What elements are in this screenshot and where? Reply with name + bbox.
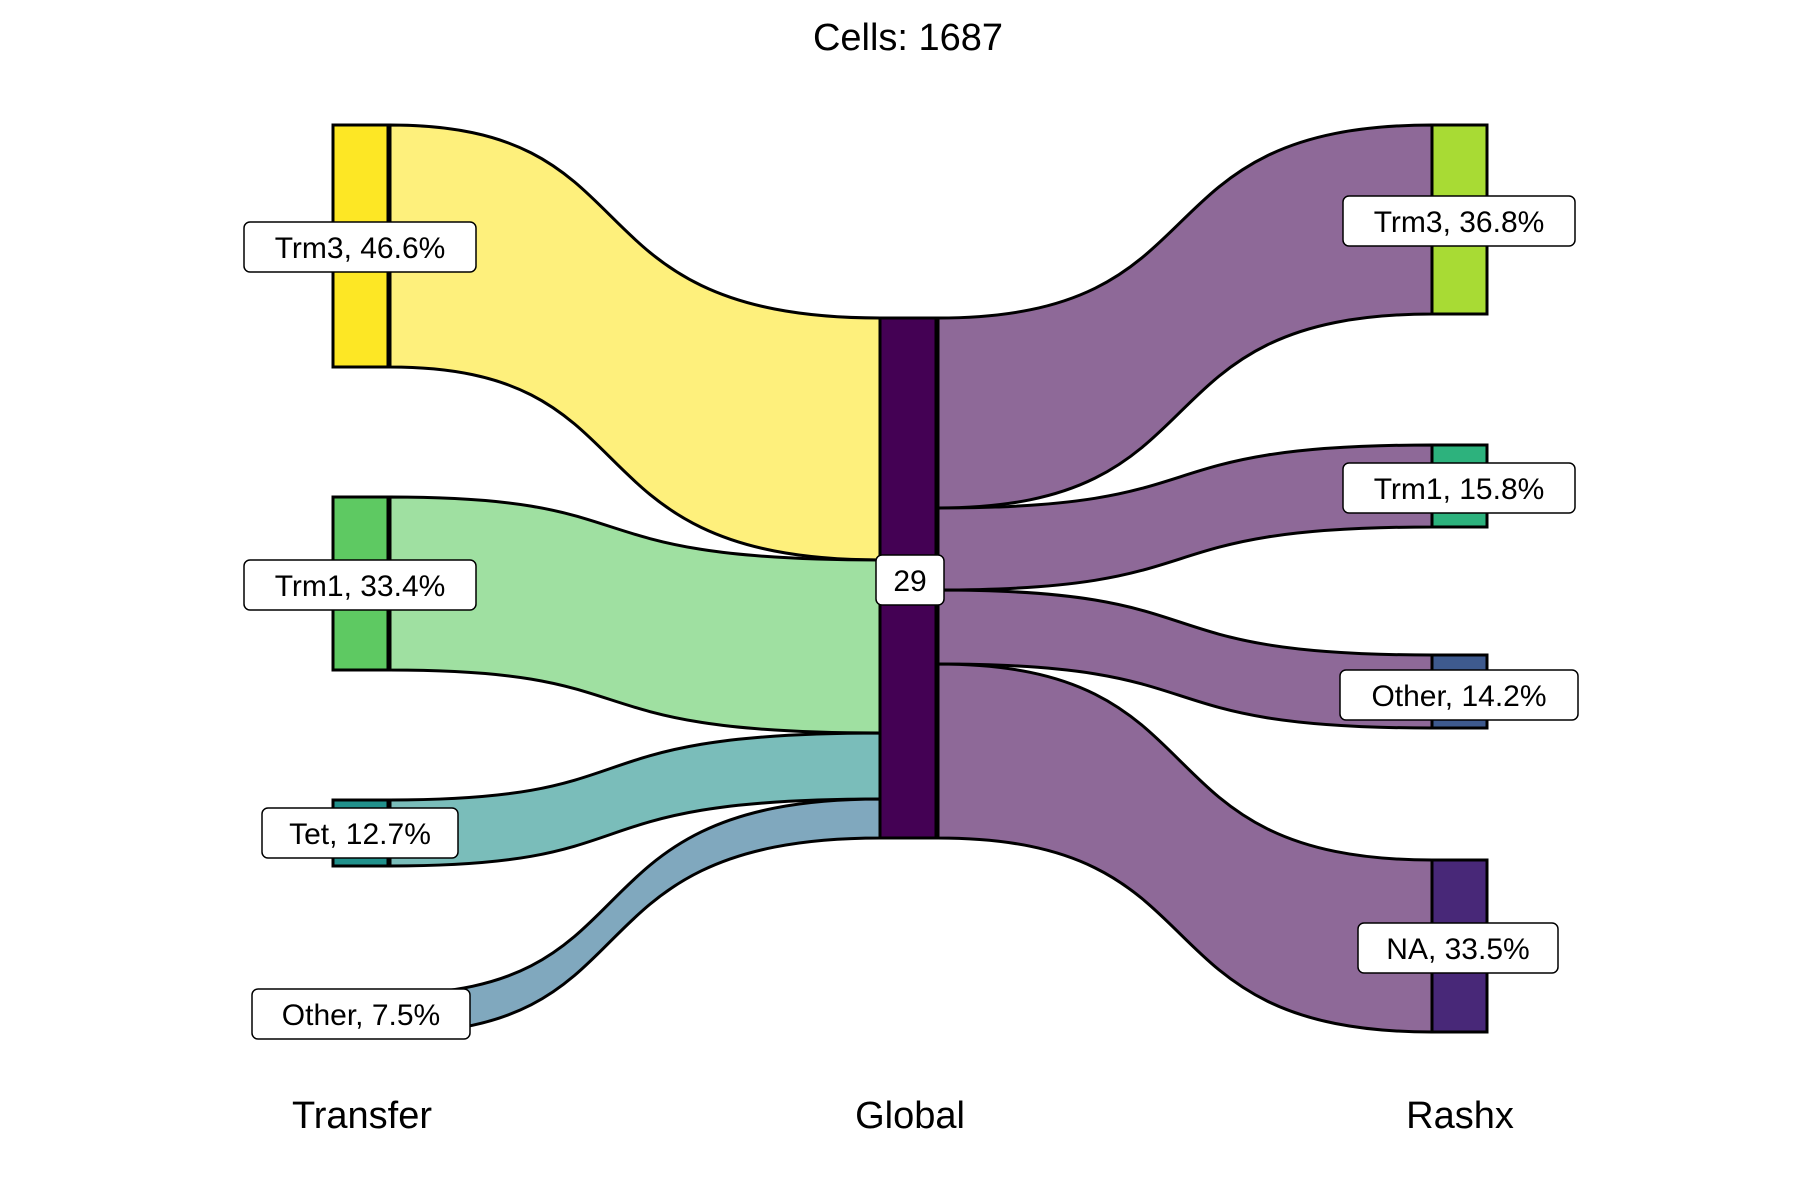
label-global-29: 29 — [875, 554, 945, 606]
chart-title: Cells: 1687 — [813, 17, 1003, 59]
svg-text:Trm1, 33.4%: Trm1, 33.4% — [275, 570, 446, 603]
flow-transfer-trm3 — [388, 123, 882, 562]
axis-label-rashx: Rashx — [1406, 1095, 1514, 1137]
axis-label-global: Global — [855, 1095, 965, 1137]
axis-label-transfer: Transfer — [292, 1095, 432, 1137]
label-transfer-other: Other, 7.5% — [251, 988, 471, 1040]
label-rashx-trm3: Trm3, 36.8% — [1342, 195, 1576, 247]
svg-text:Other, 14.2%: Other, 14.2% — [1371, 680, 1546, 713]
label-rashx-other: Other, 14.2% — [1339, 669, 1579, 721]
svg-text:29: 29 — [893, 565, 926, 598]
svg-text:Other, 7.5%: Other, 7.5% — [282, 999, 440, 1032]
flow-transfer-tet — [388, 731, 882, 868]
label-rashx-trm1: Trm1, 15.8% — [1342, 462, 1576, 514]
label-transfer-tet: Tet, 12.7% — [261, 807, 459, 859]
svg-text:Tet, 12.7%: Tet, 12.7% — [289, 818, 431, 851]
svg-text:Trm3, 46.6%: Trm3, 46.6% — [275, 232, 446, 265]
svg-text:NA, 33.5%: NA, 33.5% — [1386, 933, 1529, 966]
label-transfer-trm1: Trm1, 33.4% — [243, 559, 477, 611]
svg-text:Trm1, 15.8%: Trm1, 15.8% — [1374, 473, 1545, 506]
svg-text:Trm3, 36.8%: Trm3, 36.8% — [1374, 206, 1545, 239]
label-transfer-trm3: Trm3, 46.6% — [243, 221, 477, 273]
label-rashx-na: NA, 33.5% — [1357, 922, 1559, 974]
